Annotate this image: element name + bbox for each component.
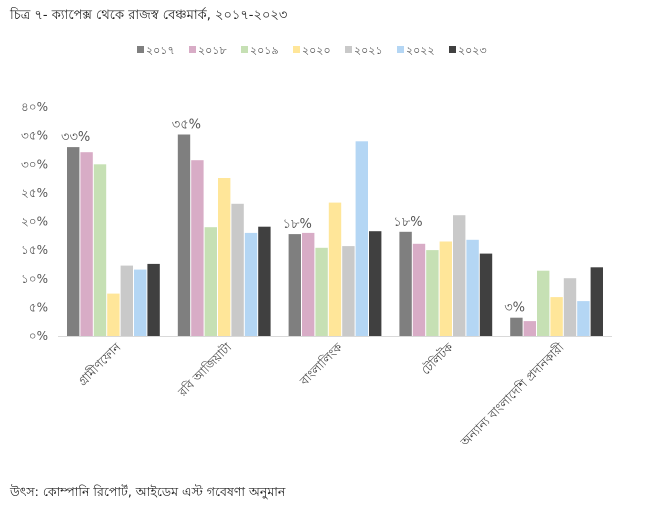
legend-swatch	[189, 46, 196, 53]
bar	[288, 234, 301, 336]
legend-swatch	[449, 46, 456, 53]
legend-label: ২০২০	[302, 44, 331, 57]
bar	[67, 147, 80, 336]
category-label: গ্রামীণফোন	[75, 340, 124, 389]
bar	[453, 215, 466, 336]
legend-swatch	[137, 46, 144, 53]
bar-chart: ২০১৭ ২০১৮ ২০১৯ ২০২০ ২০২১ ২০২২ ২০২৩ ০% ৫% ১০% ১৫% ২০…	[21, 44, 612, 450]
bar	[258, 226, 271, 336]
bar	[191, 160, 204, 336]
chart-title: চিত্র ৭- ক্যাপেক্স থেকে রাজস্ব বেঞ্চমার্…	[10, 8, 288, 23]
bar	[93, 164, 107, 337]
bar	[523, 321, 536, 336]
category-label: টেলিটক	[419, 340, 457, 378]
bar	[426, 250, 439, 336]
data-label: ৩৫%	[172, 117, 201, 132]
bar	[369, 231, 382, 336]
data-label: ৩৩%	[61, 130, 90, 145]
bar	[510, 317, 523, 336]
category-label: রবি আজিয়াটা	[175, 340, 235, 400]
bar	[302, 232, 315, 336]
bar	[399, 231, 412, 336]
bar	[218, 178, 231, 336]
legend-label: ২০১৮	[198, 44, 227, 57]
bar	[342, 246, 355, 336]
bar	[147, 263, 160, 336]
y-tick-label: ১৫%	[21, 243, 48, 257]
y-tick-label: ১০%	[21, 272, 48, 286]
bar	[466, 239, 479, 336]
bar	[244, 232, 258, 336]
bar	[134, 269, 147, 336]
bar	[204, 227, 217, 336]
bar	[107, 293, 120, 336]
bar	[80, 152, 93, 336]
bar	[577, 301, 590, 336]
y-tick-label: ২০%	[21, 215, 48, 229]
legend-swatch	[293, 46, 300, 53]
bar	[563, 278, 577, 336]
category-label: অন্যান্য বাংলাদেশি প্রদানকারী	[457, 340, 567, 450]
legend-swatch	[397, 46, 404, 53]
bar	[177, 134, 191, 336]
legend-swatch	[241, 46, 248, 53]
data-label: ১৮%	[393, 215, 422, 230]
legend-label: ২০১৭	[146, 44, 175, 57]
legend-label: ২০২৩	[458, 44, 487, 57]
bar	[328, 202, 342, 336]
y-tick-label: ৫%	[29, 300, 48, 314]
y-tick-label: ২৫%	[21, 186, 48, 200]
bar	[412, 243, 426, 336]
y-tick-label: ৩৫%	[21, 129, 48, 143]
y-tick-label: ০%	[29, 329, 48, 343]
bar	[590, 267, 603, 336]
bar	[479, 253, 493, 336]
legend-label: ২০২১	[354, 44, 383, 57]
data-label: ৩%	[504, 301, 525, 316]
bar	[315, 247, 328, 336]
bar	[120, 265, 133, 336]
bar	[355, 141, 368, 336]
bar	[550, 297, 563, 336]
legend-label: ২০১৯	[250, 44, 279, 57]
y-tick-label: ৪০%	[21, 100, 48, 114]
y-tick-label: ৩০%	[21, 157, 48, 171]
bar	[231, 203, 244, 336]
legend-swatch	[345, 46, 352, 53]
legend-label: ২০২২	[406, 44, 435, 57]
bar	[439, 241, 452, 336]
category-label: বাংলালিংক	[297, 340, 346, 389]
data-label: ১৮%	[283, 217, 312, 232]
bar	[537, 270, 550, 336]
source-note: উৎস: কোম্পানি রিপোর্ট, আইডেম এস্ট গবেষণা…	[10, 484, 286, 499]
